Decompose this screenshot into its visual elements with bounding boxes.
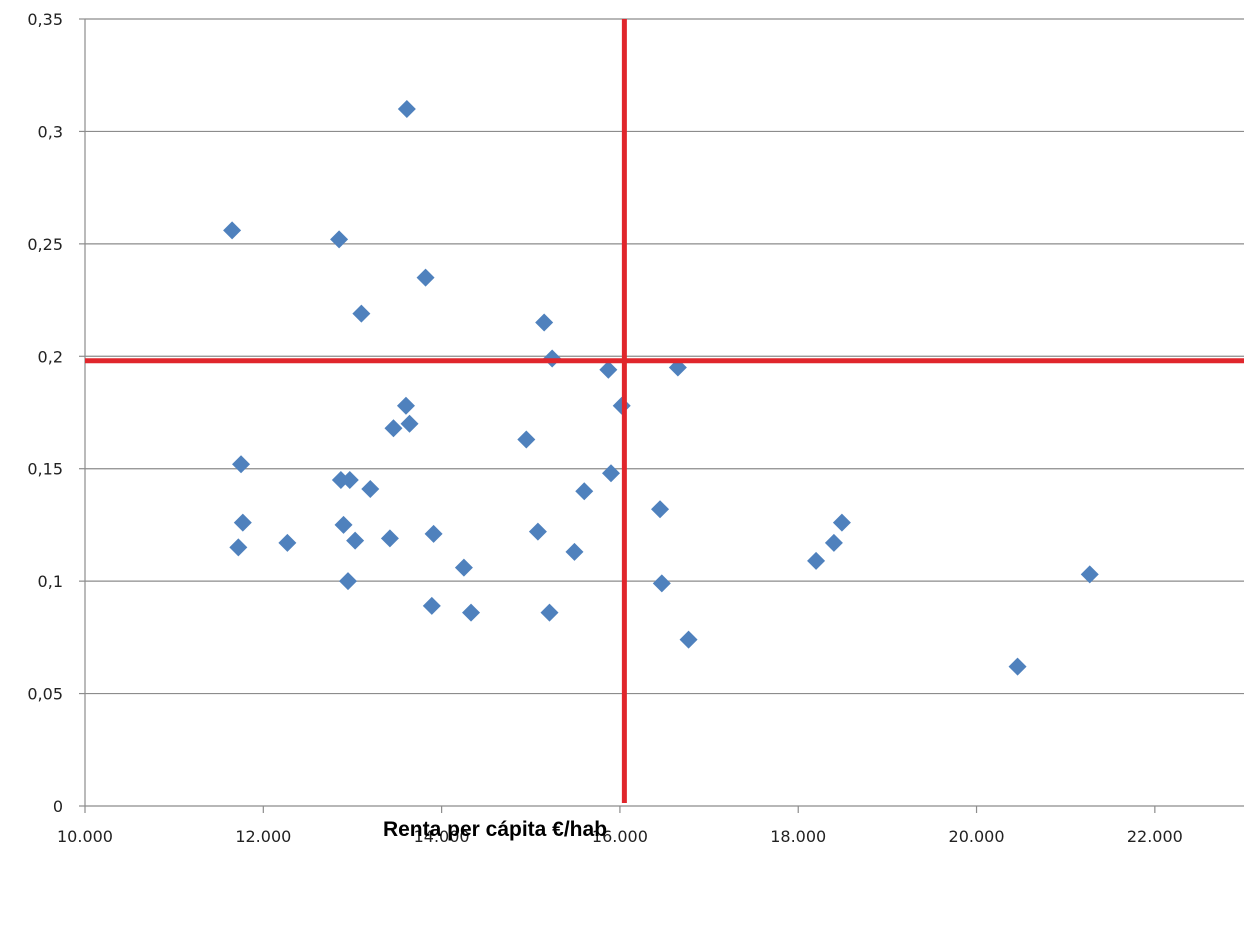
y-tick-label: 0,1 <box>38 572 63 591</box>
y-tick-label: 0,3 <box>38 122 63 141</box>
data-point <box>340 470 359 489</box>
data-point <box>454 558 473 577</box>
data-point <box>807 551 826 570</box>
x-tick-label: 20.000 <box>949 827 1005 846</box>
x-tick-labels: 10.000 12.000 14.000 16.000 18.000 20.000 22.0… <box>57 827 1183 846</box>
data-point <box>330 230 349 249</box>
y-tick-label: 0,2 <box>38 347 63 366</box>
data-point <box>612 396 631 415</box>
data-point <box>517 430 536 449</box>
y-tick-label: 0 <box>53 797 63 816</box>
data-point <box>361 479 380 498</box>
data-point <box>229 538 248 557</box>
y-tick-label: 0,05 <box>27 685 63 704</box>
data-point <box>832 513 851 532</box>
data-point <box>223 221 242 240</box>
data-point <box>346 531 365 550</box>
data-point <box>565 542 584 561</box>
y-tick-label: 0,25 <box>27 235 63 254</box>
data-point <box>416 268 435 287</box>
data-point <box>651 500 670 519</box>
data-point <box>679 630 698 649</box>
gridlines <box>85 18 1244 695</box>
data-point <box>397 99 416 118</box>
data-point <box>384 419 403 438</box>
y-tick-labels: 0 0,05 0,1 0,15 0,2 0,25 0,3 0,35 <box>27 10 63 816</box>
data-point <box>396 396 415 415</box>
data-point <box>334 515 353 534</box>
data-point <box>232 455 251 474</box>
data-point <box>352 304 371 323</box>
data-point <box>400 414 419 433</box>
data-point <box>339 572 358 591</box>
x-tick-label: 14.000 <box>414 827 470 846</box>
data-point <box>528 522 547 541</box>
reference-lines <box>85 19 1244 803</box>
y-tick-label: 0,35 <box>27 10 63 29</box>
data-points <box>223 99 1099 676</box>
data-point <box>278 533 297 552</box>
data-point <box>422 596 441 615</box>
x-tick-label: 18.000 <box>770 827 826 846</box>
data-point <box>652 574 671 593</box>
x-tick-label: 10.000 <box>57 827 113 846</box>
data-point <box>380 529 399 548</box>
data-point <box>1080 565 1099 584</box>
x-tick-label: 12.000 <box>235 827 291 846</box>
data-point <box>824 533 843 552</box>
data-point <box>233 513 252 532</box>
data-point <box>599 360 618 379</box>
data-point <box>462 603 481 622</box>
data-point <box>424 524 443 543</box>
data-point <box>535 313 554 332</box>
x-axis-title: Renta per cápita €/hab <box>383 818 607 841</box>
axes <box>79 18 1244 813</box>
x-tick-label: 16.000 <box>592 827 648 846</box>
y-tick-label: 0,15 <box>27 460 63 479</box>
data-point <box>602 464 621 483</box>
data-point <box>540 603 559 622</box>
x-tick-label: 22.000 <box>1127 827 1183 846</box>
data-point <box>1008 657 1027 676</box>
data-point <box>575 482 594 501</box>
